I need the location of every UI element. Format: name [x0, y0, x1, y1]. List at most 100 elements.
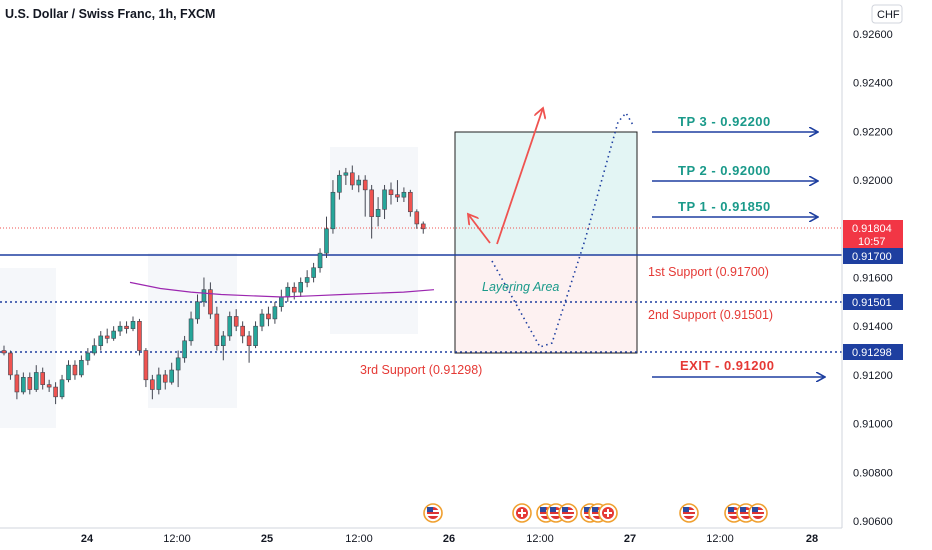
time-tick-label: 26 — [443, 533, 455, 545]
candlestick-series — [1, 165, 426, 405]
support-1-label: 1st Support (0.91700) — [648, 265, 769, 279]
swiss-flag-event-icon — [598, 503, 618, 523]
flag-stripe — [683, 514, 695, 516]
support-2-badge: 0.91501 — [843, 294, 903, 310]
time-tick-label: 12:00 — [345, 533, 373, 545]
price-tick-label: 0.92600 — [853, 29, 893, 41]
us-flag-event-icon — [679, 503, 699, 523]
price-tick-label: 0.92000 — [853, 175, 893, 187]
exit-label: EXIT - 0.91200 — [680, 358, 774, 373]
flag-stripe — [752, 514, 764, 516]
candle-down — [124, 325, 129, 329]
candle-up — [343, 172, 349, 176]
currency-button[interactable]: CHF — [871, 4, 903, 24]
support-2-label: 2nd Support (0.91501) — [648, 308, 773, 322]
candle-down — [137, 321, 142, 351]
chart-title: U.S. Dollar / Swiss Franc, 1h, FXCM — [5, 7, 215, 21]
candle-down — [349, 172, 355, 186]
upper-target-zone — [454, 131, 638, 256]
candle-up — [111, 330, 116, 339]
candle-up — [298, 282, 304, 293]
flag-stripe — [728, 514, 740, 516]
candle-up — [175, 357, 181, 371]
candle-down — [14, 374, 20, 393]
us-flag-event-icon — [423, 503, 443, 523]
price-tick-label: 0.90800 — [853, 467, 893, 479]
candle-down — [143, 350, 149, 381]
candle-down — [388, 189, 394, 196]
candle-up — [98, 335, 104, 346]
time-tick-label: 12:00 — [706, 533, 734, 545]
candle-down — [27, 377, 33, 390]
flag-stripe — [540, 514, 552, 516]
candle-down — [414, 211, 420, 225]
price-tick-label: 0.90600 — [853, 516, 893, 528]
time-tick-label: 12:00 — [163, 533, 191, 545]
time-axis[interactable]: 24 12:00 25 12:00 26 12:00 27 12:00 28 — [81, 533, 818, 545]
tp3-label: TP 3 - 0.92200 — [678, 114, 771, 129]
candle-down — [233, 316, 239, 327]
candle-up — [79, 359, 84, 376]
candle-up — [375, 209, 381, 217]
candle-up — [85, 352, 91, 361]
candle-up — [92, 345, 97, 354]
flag-canton — [540, 507, 546, 512]
candle-down — [162, 374, 168, 383]
candle-down — [291, 286, 297, 293]
candle-up — [259, 313, 265, 327]
price-tick-label: 0.91400 — [853, 321, 893, 333]
candle-down — [362, 179, 368, 191]
flag-canton — [728, 507, 734, 512]
candle-up — [382, 189, 387, 210]
candle-down — [420, 223, 426, 230]
candle-down — [104, 335, 110, 339]
candle-down — [1, 350, 7, 354]
us-flag-event-icon — [748, 503, 768, 523]
candle-up — [253, 325, 258, 346]
candle-down — [246, 335, 252, 346]
lower-layering-zone — [454, 254, 638, 354]
candle-down — [53, 386, 58, 398]
candle-down — [46, 384, 52, 388]
candle-up — [201, 289, 207, 303]
support-1-badge: 0.91700 — [843, 248, 903, 264]
flag-canton — [550, 507, 556, 512]
flag-stripe — [562, 514, 574, 516]
candle-up — [59, 379, 65, 398]
flag-stripe — [740, 514, 752, 516]
candle-down — [369, 189, 374, 217]
price-tick-label: 0.91600 — [853, 273, 893, 285]
candle-up — [311, 267, 316, 278]
support-3-label: 3rd Support (0.91298) — [360, 363, 482, 377]
candle-up — [285, 286, 291, 298]
current-price-value: 0.91804 — [852, 223, 892, 235]
flag-stripe — [592, 514, 604, 516]
flag-canton — [752, 507, 758, 512]
price-tick-label: 0.92400 — [853, 78, 893, 90]
projection-red-arrow — [468, 214, 491, 244]
candle-up — [21, 377, 26, 393]
price-tick-label: 0.91200 — [853, 370, 893, 382]
flag-canton — [740, 507, 746, 512]
candle-up — [221, 335, 226, 346]
price-axis[interactable]: 0.926000.924000.922000.920000.918000.916… — [853, 29, 893, 528]
candle-down — [8, 352, 13, 376]
candle-up — [182, 340, 187, 359]
candle-down — [395, 194, 400, 198]
support-1-badge-value: 0.91700 — [852, 251, 892, 263]
countdown-value: 10:57 — [858, 236, 886, 248]
candle-up — [317, 252, 323, 269]
flag-canton — [683, 507, 689, 512]
candle-down — [72, 364, 78, 376]
candle-down — [150, 379, 155, 390]
candle-down — [208, 289, 213, 315]
projection-red-up-arrow — [496, 108, 543, 245]
moving-average-line — [129, 281, 435, 298]
candle-up — [330, 191, 336, 230]
time-tick-label: 28 — [806, 533, 818, 545]
flag-cross — [518, 512, 526, 514]
candle-down — [40, 372, 46, 385]
flag-canton — [584, 507, 590, 512]
